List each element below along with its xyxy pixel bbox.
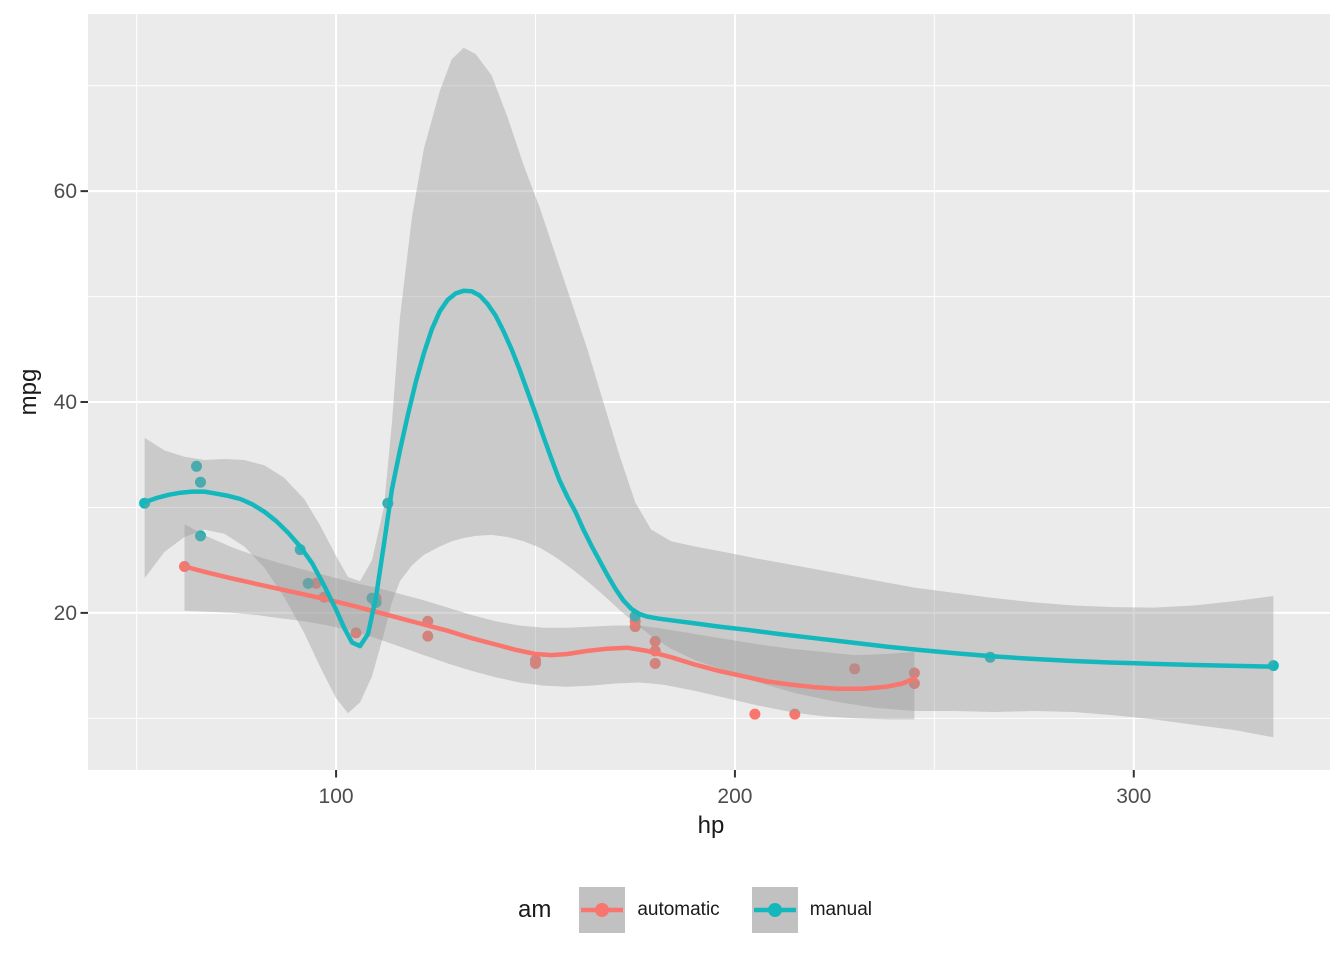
data-point-automatic [649, 658, 661, 669]
legend-label-manual: manual [809, 899, 873, 920]
legend-key-graphic [751, 887, 798, 933]
confidence-ribbon-manual [144, 47, 1274, 738]
confidence-ribbon-automatic [184, 524, 915, 720]
legend-title: am [517, 896, 552, 923]
legend-item-manual: manual [751, 887, 890, 933]
ribbon-layer [144, 47, 1274, 738]
legend-key-dot [767, 903, 782, 917]
x-axis-title: hp [698, 812, 725, 839]
axis-layer: 100 200 300 20 40 60 [54, 180, 1152, 808]
panel-layer [88, 14, 1330, 770]
data-point-manual [191, 460, 202, 472]
data-point-manual [195, 530, 206, 542]
x-tick-label: 200 [717, 785, 752, 808]
legend-label-automatic: automatic [637, 899, 720, 920]
y-axis-title: mpg [15, 369, 42, 416]
plot-svg: 100 200 300 20 40 60 hp mpg [15, 14, 1330, 839]
x-tick-label: 300 [1116, 785, 1151, 808]
line-layer [142, 288, 1276, 692]
legend-key-manual [751, 887, 798, 933]
legend-key-dot [595, 903, 610, 917]
legend: am automatic manual [64, 887, 1344, 933]
data-point-automatic [908, 667, 920, 679]
panel-background [88, 14, 1330, 770]
legend-key-graphic [579, 887, 626, 933]
data-point-automatic [749, 708, 761, 720]
legend-item-automatic: automatic [579, 887, 737, 933]
data-point-manual [195, 476, 206, 488]
data-point-automatic [649, 635, 661, 647]
smooth-line-automatic [182, 564, 917, 692]
data-point-automatic [310, 577, 322, 589]
y-tick-label: 20 [54, 602, 77, 625]
data-point-automatic [350, 627, 362, 639]
data-point-automatic [789, 708, 801, 720]
y-tick-label: 40 [54, 391, 77, 414]
data-point-automatic [422, 630, 434, 642]
data-point-automatic [849, 663, 861, 675]
smooth-line-manual [142, 288, 1276, 669]
legend-key-automatic [579, 887, 626, 933]
data-point-automatic [530, 658, 541, 669]
x-tick-label: 100 [319, 785, 354, 808]
y-tick-label: 60 [54, 180, 77, 203]
data-point-manual [302, 577, 314, 589]
